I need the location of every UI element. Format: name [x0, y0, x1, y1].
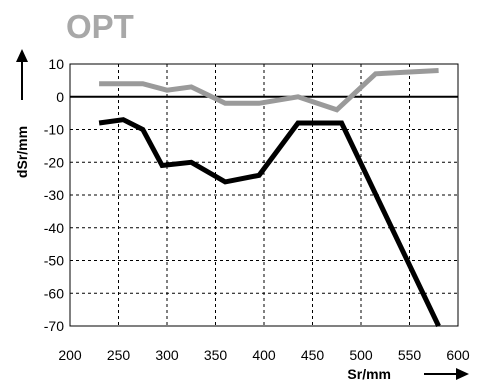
x-tick-label-6: 500: [349, 347, 373, 363]
plot-frame: [69, 63, 459, 327]
x-axis-arrow: [424, 368, 469, 380]
x-tick-label-3: 350: [204, 347, 228, 363]
y-tick-label-5: -40: [44, 220, 64, 236]
tick-labels: 200 250 300 350 400 450 500 550 600 10 0 -10 -20 -30 -…: [44, 56, 470, 363]
y-tick-label-1: 0: [56, 89, 64, 105]
y-tick-label-8: -70: [44, 318, 64, 334]
series-group: [98, 68, 441, 328]
grid: [70, 64, 458, 326]
series-line-2: [99, 68, 439, 113]
x-tick-label-7: 550: [398, 347, 422, 363]
series-line-1: [98, 117, 441, 328]
x-tick-label-8: 600: [446, 347, 470, 363]
y-tick-label-7: -60: [44, 285, 64, 301]
x-axis-label: Sr/mm: [347, 366, 391, 382]
x-tick-label-4: 400: [252, 347, 276, 363]
x-tick-label-0: 200: [58, 347, 82, 363]
y-axis-label: dSr/mm: [14, 126, 30, 178]
x-tick-label-2: 300: [155, 347, 179, 363]
y-tick-label-0: 10: [48, 56, 64, 72]
x-tick-label-1: 250: [107, 347, 131, 363]
x-tick-label-5: 450: [301, 347, 325, 363]
y-tick-label-2: -10: [44, 122, 64, 138]
y-tick-label-3: -20: [44, 154, 64, 170]
y-tick-label-6: -50: [44, 253, 64, 269]
chart-title: OPT: [66, 8, 134, 45]
y-tick-label-4: -30: [44, 187, 64, 203]
y-axis-arrow: [16, 49, 28, 100]
